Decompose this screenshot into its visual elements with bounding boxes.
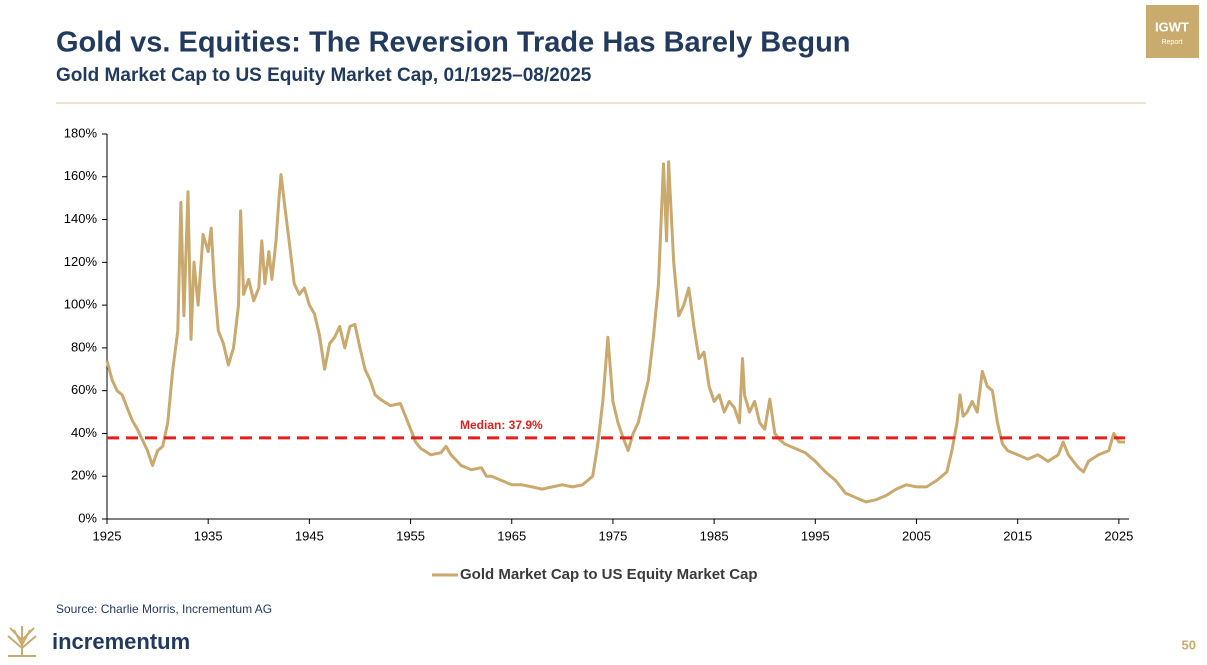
- y-tick-label: 100%: [64, 297, 98, 312]
- y-tick-label: 60%: [71, 382, 97, 397]
- y-tick-label: 80%: [71, 339, 97, 354]
- x-tick-label: 1975: [598, 528, 627, 543]
- badge: IGWT: [1155, 19, 1189, 34]
- page-number: 50: [1182, 637, 1196, 652]
- series-line: [105, 160, 1125, 504]
- brand-icon: [7, 626, 37, 657]
- legend-label: Gold Market Cap to US Equity Market Cap: [460, 566, 758, 583]
- y-tick-label: 120%: [64, 254, 98, 269]
- y-tick-label: 0%: [78, 510, 97, 525]
- y-tick-label: 180%: [64, 125, 98, 140]
- y-tick-label: 40%: [71, 425, 97, 440]
- badge-box: [1146, 5, 1199, 58]
- brand: incrementum: [52, 629, 190, 654]
- x-tick-label: 1995: [801, 528, 830, 543]
- source: Source: Charlie Morris, Incrementum AG: [56, 602, 272, 616]
- x-tick-label: 1985: [700, 528, 729, 543]
- title: Gold vs. Equities: The Reversion Trade H…: [56, 27, 851, 59]
- x-tick-label: 1955: [396, 528, 425, 543]
- x-tick-label: 2005: [902, 528, 931, 543]
- median-label: Median: 37.9%: [460, 418, 543, 432]
- badge-sub: Report: [1161, 39, 1182, 46]
- x-tick-label: 2015: [1003, 528, 1032, 543]
- x-tick-label: 1925: [93, 528, 122, 543]
- y-tick-label: 20%: [71, 468, 97, 483]
- x-tick-label: 1935: [194, 528, 223, 543]
- y-tick-label: 160%: [64, 168, 98, 183]
- x-tick-label: 2025: [1104, 528, 1133, 543]
- subtitle: Gold Market Cap to US Equity Market Cap,…: [56, 65, 592, 86]
- x-tick-label: 1965: [497, 528, 526, 543]
- x-tick-label: 1945: [295, 528, 324, 543]
- y-tick-label: 140%: [64, 211, 98, 226]
